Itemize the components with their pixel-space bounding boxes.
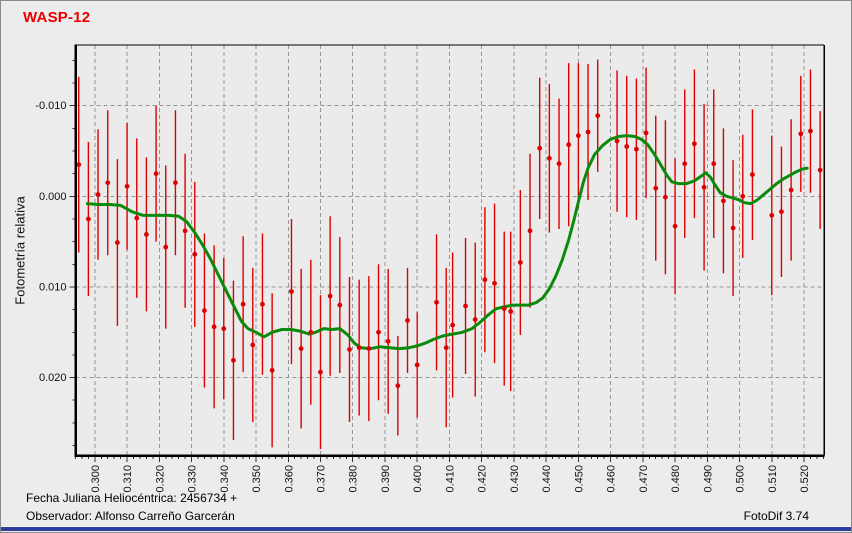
svg-text:0.430: 0.430: [509, 465, 521, 493]
svg-text:0.010: 0.010: [39, 281, 67, 293]
svg-text:0.380: 0.380: [348, 465, 360, 493]
observer-label: Observador: Alfonso Carreño Garcerán: [26, 509, 235, 523]
svg-text:0.420: 0.420: [477, 465, 489, 493]
window-bottom-edge: [1, 527, 851, 531]
svg-text:0.360: 0.360: [283, 465, 295, 493]
svg-text:0.370: 0.370: [315, 465, 327, 493]
svg-text:0.450: 0.450: [573, 465, 585, 493]
svg-text:0.400: 0.400: [412, 465, 424, 493]
svg-text:0.310: 0.310: [122, 465, 134, 493]
svg-text:0.000: 0.000: [39, 191, 67, 203]
svg-text:-0.010: -0.010: [35, 100, 66, 112]
svg-text:0.410: 0.410: [444, 465, 456, 493]
chart-title: WASP-12: [23, 9, 91, 26]
svg-text:0.300: 0.300: [90, 465, 102, 493]
svg-text:0.330: 0.330: [187, 465, 199, 493]
svg-text:0.470: 0.470: [638, 465, 650, 493]
svg-text:0.320: 0.320: [154, 465, 166, 493]
svg-text:0.350: 0.350: [251, 465, 263, 493]
svg-text:0.500: 0.500: [735, 465, 747, 493]
svg-text:0.340: 0.340: [219, 465, 231, 493]
hjd-label: Fecha Juliana Heliocéntrica: 2456734 +: [26, 491, 238, 505]
svg-text:0.480: 0.480: [670, 465, 682, 493]
window-highlight-line: [1, 526, 851, 527]
svg-text:0.510: 0.510: [767, 465, 779, 493]
svg-text:0.440: 0.440: [541, 465, 553, 493]
app-version-label: FotoDif 3.74: [743, 509, 809, 523]
svg-text:0.490: 0.490: [702, 465, 714, 493]
svg-text:0.020: 0.020: [39, 372, 67, 384]
svg-text:0.390: 0.390: [380, 465, 392, 493]
svg-text:0.460: 0.460: [606, 465, 618, 493]
svg-text:0.520: 0.520: [799, 465, 811, 493]
